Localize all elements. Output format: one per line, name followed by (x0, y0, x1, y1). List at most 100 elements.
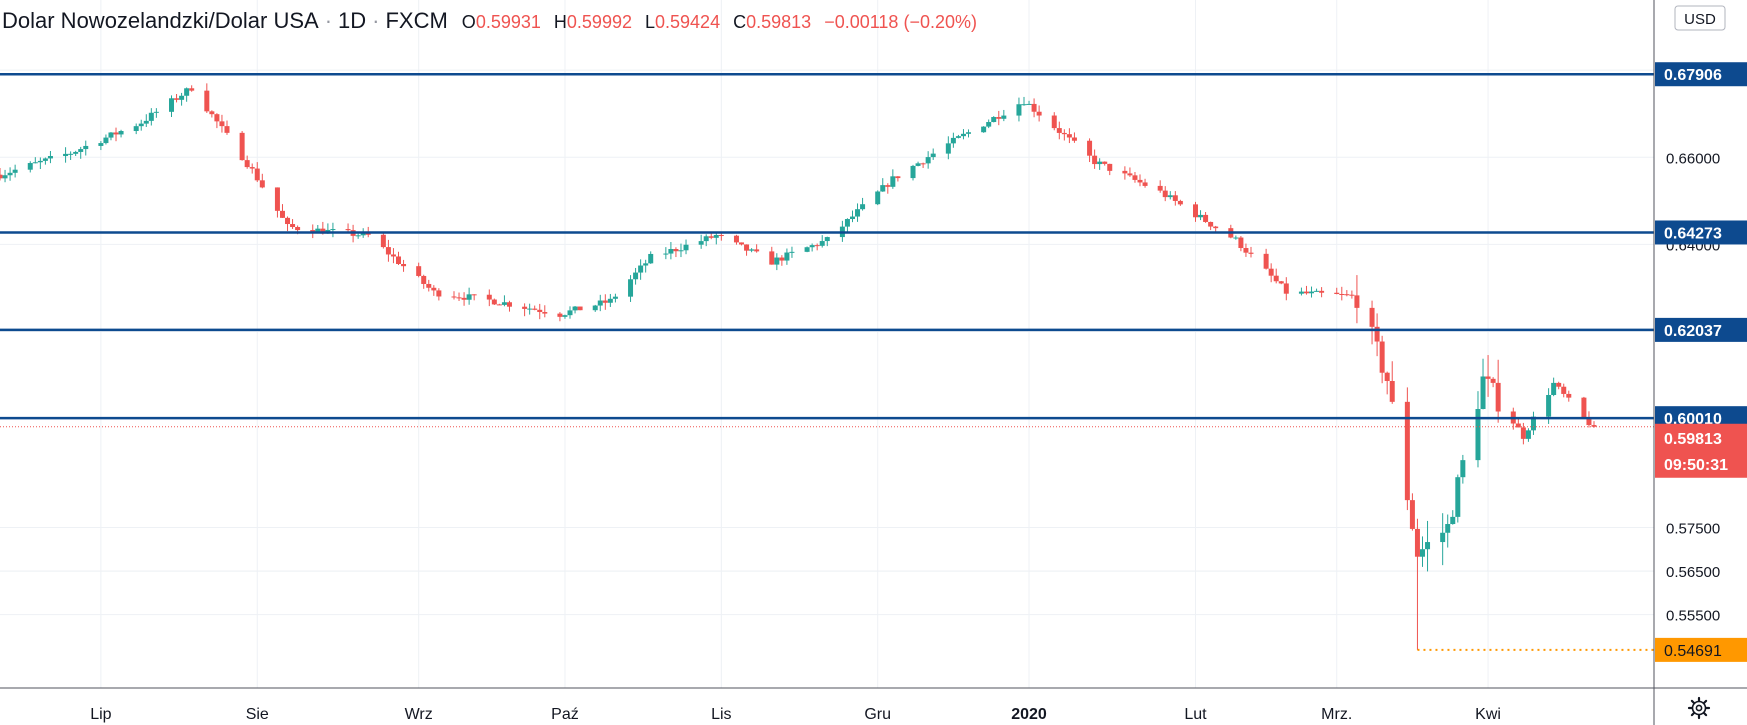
candle-body (981, 126, 987, 133)
time-tick-label: Paź (551, 706, 579, 723)
candle-body (396, 256, 401, 264)
candle-body (789, 251, 795, 253)
candle-body (179, 95, 185, 100)
candle-body (1233, 237, 1239, 239)
level-tag-label: 0.64273 (1664, 225, 1722, 242)
high-label: H (553, 12, 567, 32)
candle-body (1213, 226, 1219, 229)
candle-body (254, 168, 260, 181)
candle-body (401, 263, 407, 267)
candle-body (950, 137, 956, 144)
candle-body (416, 266, 422, 276)
candle-body (12, 169, 18, 173)
candle-body (37, 160, 43, 163)
candle-body (426, 283, 432, 288)
candle-body (204, 90, 210, 112)
candle-body (380, 234, 386, 248)
candle-body (1137, 179, 1143, 183)
candle-body (1198, 214, 1204, 218)
gear-icon[interactable] (1687, 696, 1711, 720)
candle-body (1132, 175, 1138, 180)
candle-body (27, 163, 33, 170)
candle-body (1122, 170, 1128, 174)
candle-body (1556, 382, 1562, 387)
candle-body (471, 294, 477, 296)
time-tick-label: Lut (1184, 706, 1207, 723)
candle-body (1480, 376, 1486, 410)
candle-body (955, 136, 961, 138)
candle-body (1157, 185, 1163, 191)
candle-body (648, 253, 654, 264)
candle-body (572, 306, 578, 311)
candle-body (537, 309, 543, 313)
candle-body (320, 228, 326, 234)
candle-body (290, 224, 296, 228)
candle-body (431, 287, 437, 291)
candle-body (249, 167, 255, 169)
candle-body (542, 312, 548, 314)
candle-body (849, 216, 855, 220)
candle-body (42, 158, 48, 161)
level-tag-label: 0.62037 (1664, 323, 1722, 340)
candle-body (628, 279, 634, 297)
candle-body (1344, 294, 1350, 296)
candle-body (986, 122, 992, 127)
candle-body (1349, 294, 1355, 296)
candle-body (592, 305, 598, 311)
interval-label[interactable]: 1D (338, 8, 367, 33)
candle-body (668, 248, 674, 254)
candle-body (703, 236, 709, 242)
candle-body (1586, 417, 1592, 426)
candle-body (1127, 173, 1133, 176)
candle-body (1419, 549, 1425, 557)
time-tick-label: 2020 (1011, 706, 1047, 723)
candle-body (1319, 290, 1325, 293)
candle-body (78, 149, 84, 152)
candle-body (880, 185, 886, 192)
candle-body (895, 176, 901, 179)
candle-body (295, 227, 301, 231)
candle-body (1520, 427, 1526, 439)
candle-body (1248, 252, 1254, 254)
candle-body (108, 132, 114, 138)
candle-body (1561, 386, 1567, 394)
candle-body (1314, 290, 1320, 292)
candle-body (1339, 293, 1345, 295)
candle-body (1334, 292, 1340, 294)
level-tag-label: 0.67906 (1664, 67, 1722, 84)
time-tick-label: Mrz. (1321, 706, 1352, 723)
candle-body (1203, 214, 1209, 222)
candle-body (739, 242, 745, 245)
candle-body (1107, 163, 1113, 171)
candle-body (1445, 524, 1451, 533)
candle-body (83, 145, 89, 150)
high-value: 0.59992 (566, 12, 632, 32)
symbol-name[interactable]: Dolar Nowozelandzki/Dolar USA (2, 8, 319, 33)
level-tag (1655, 317, 1747, 342)
candle-body (1490, 378, 1496, 383)
candle-body (1066, 134, 1072, 138)
horizontal-levels[interactable] (0, 72, 1654, 651)
candle-body (1384, 372, 1390, 382)
candle-body (814, 245, 820, 247)
candle-body (169, 98, 175, 112)
candle-body (1036, 111, 1042, 116)
candle-body (673, 248, 679, 252)
candle-body (143, 120, 149, 124)
candle-body (148, 112, 154, 121)
change-value: −0.00118 (−0.20%) (824, 12, 977, 32)
candle-body (113, 132, 119, 135)
candle-body (219, 121, 225, 127)
candle-body (1530, 416, 1536, 431)
candle-body (774, 257, 780, 265)
price-tick-label: 0.56500 (1666, 564, 1720, 581)
candle-body (1031, 103, 1037, 112)
candle-body (920, 163, 926, 165)
candle-body (1193, 204, 1198, 218)
candle-body (945, 143, 951, 154)
candle-body (47, 156, 53, 159)
candle-body (602, 300, 608, 303)
candle-body (224, 126, 230, 133)
candle-body (63, 153, 69, 157)
